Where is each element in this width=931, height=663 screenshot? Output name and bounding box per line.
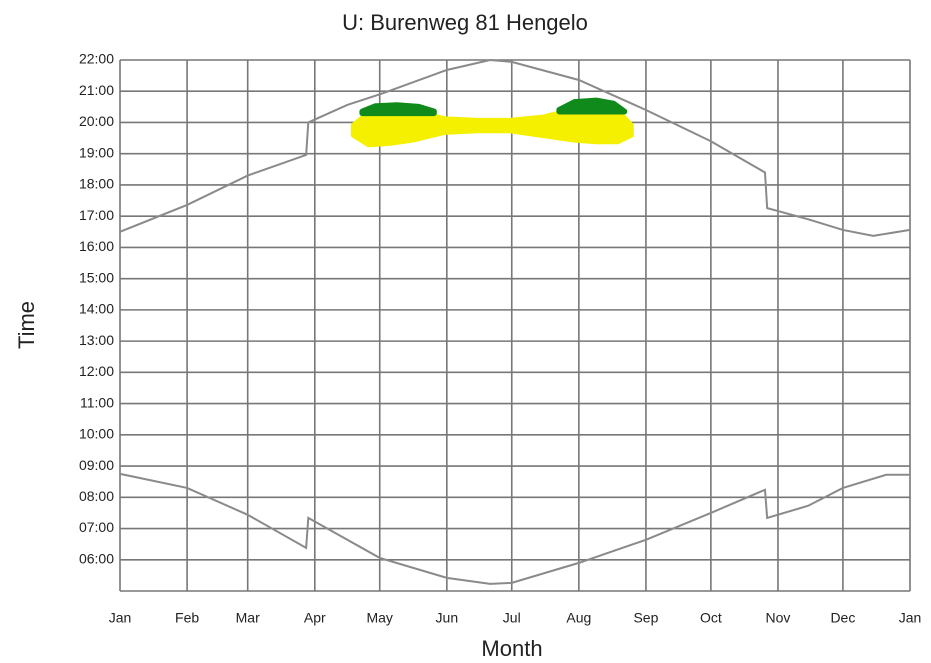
y-tick-label: 12:00 xyxy=(79,363,114,379)
y-tick-label: 21:00 xyxy=(79,82,114,98)
y-tick-label: 13:00 xyxy=(79,332,114,348)
y-tick-label: 07:00 xyxy=(79,519,114,535)
x-tick-label: Jun xyxy=(436,610,459,626)
y-tick-label: 17:00 xyxy=(79,207,114,223)
chart-title: U: Burenweg 81 Hengelo xyxy=(342,10,588,35)
line xyxy=(119,58,911,237)
y-tick-label: 10:00 xyxy=(79,426,114,442)
shadow-area xyxy=(556,97,628,115)
x-tick-label: Feb xyxy=(175,610,199,626)
shadow-area xyxy=(350,105,634,148)
line xyxy=(119,472,910,585)
y-tick-label: 19:00 xyxy=(79,144,114,160)
y-tick-label: 18:00 xyxy=(79,176,114,192)
x-tick-label: Jul xyxy=(503,610,521,626)
y-tick-label: 06:00 xyxy=(79,550,114,566)
y-tick-label: 11:00 xyxy=(80,394,114,410)
y-tick-label: 20:00 xyxy=(79,113,114,129)
x-tick-label: Mar xyxy=(236,610,260,626)
y-tick-label: 09:00 xyxy=(79,457,114,473)
x-tick-label: May xyxy=(366,610,392,626)
x-tick-label: Aug xyxy=(566,610,591,626)
x-tick-label: Sep xyxy=(633,610,658,626)
shadow-area xyxy=(359,102,437,117)
x-tick-label: Jan xyxy=(899,610,922,626)
x-tick-label: Dec xyxy=(830,610,855,626)
x-tick-label: Jan xyxy=(109,610,132,626)
x-tick-label: Apr xyxy=(304,610,326,626)
y-tick-label: 16:00 xyxy=(79,238,114,254)
y-tick-label: 14:00 xyxy=(79,301,114,317)
x-tick-label: Nov xyxy=(766,610,791,626)
y-axis-label: Time xyxy=(14,301,39,349)
x-tick-label: Oct xyxy=(700,610,722,626)
y-tick-label: 15:00 xyxy=(79,269,114,285)
x-axis-label: Month xyxy=(481,636,542,661)
y-tick-label: 22:00 xyxy=(79,51,114,67)
y-tick-label: 08:00 xyxy=(79,488,114,504)
